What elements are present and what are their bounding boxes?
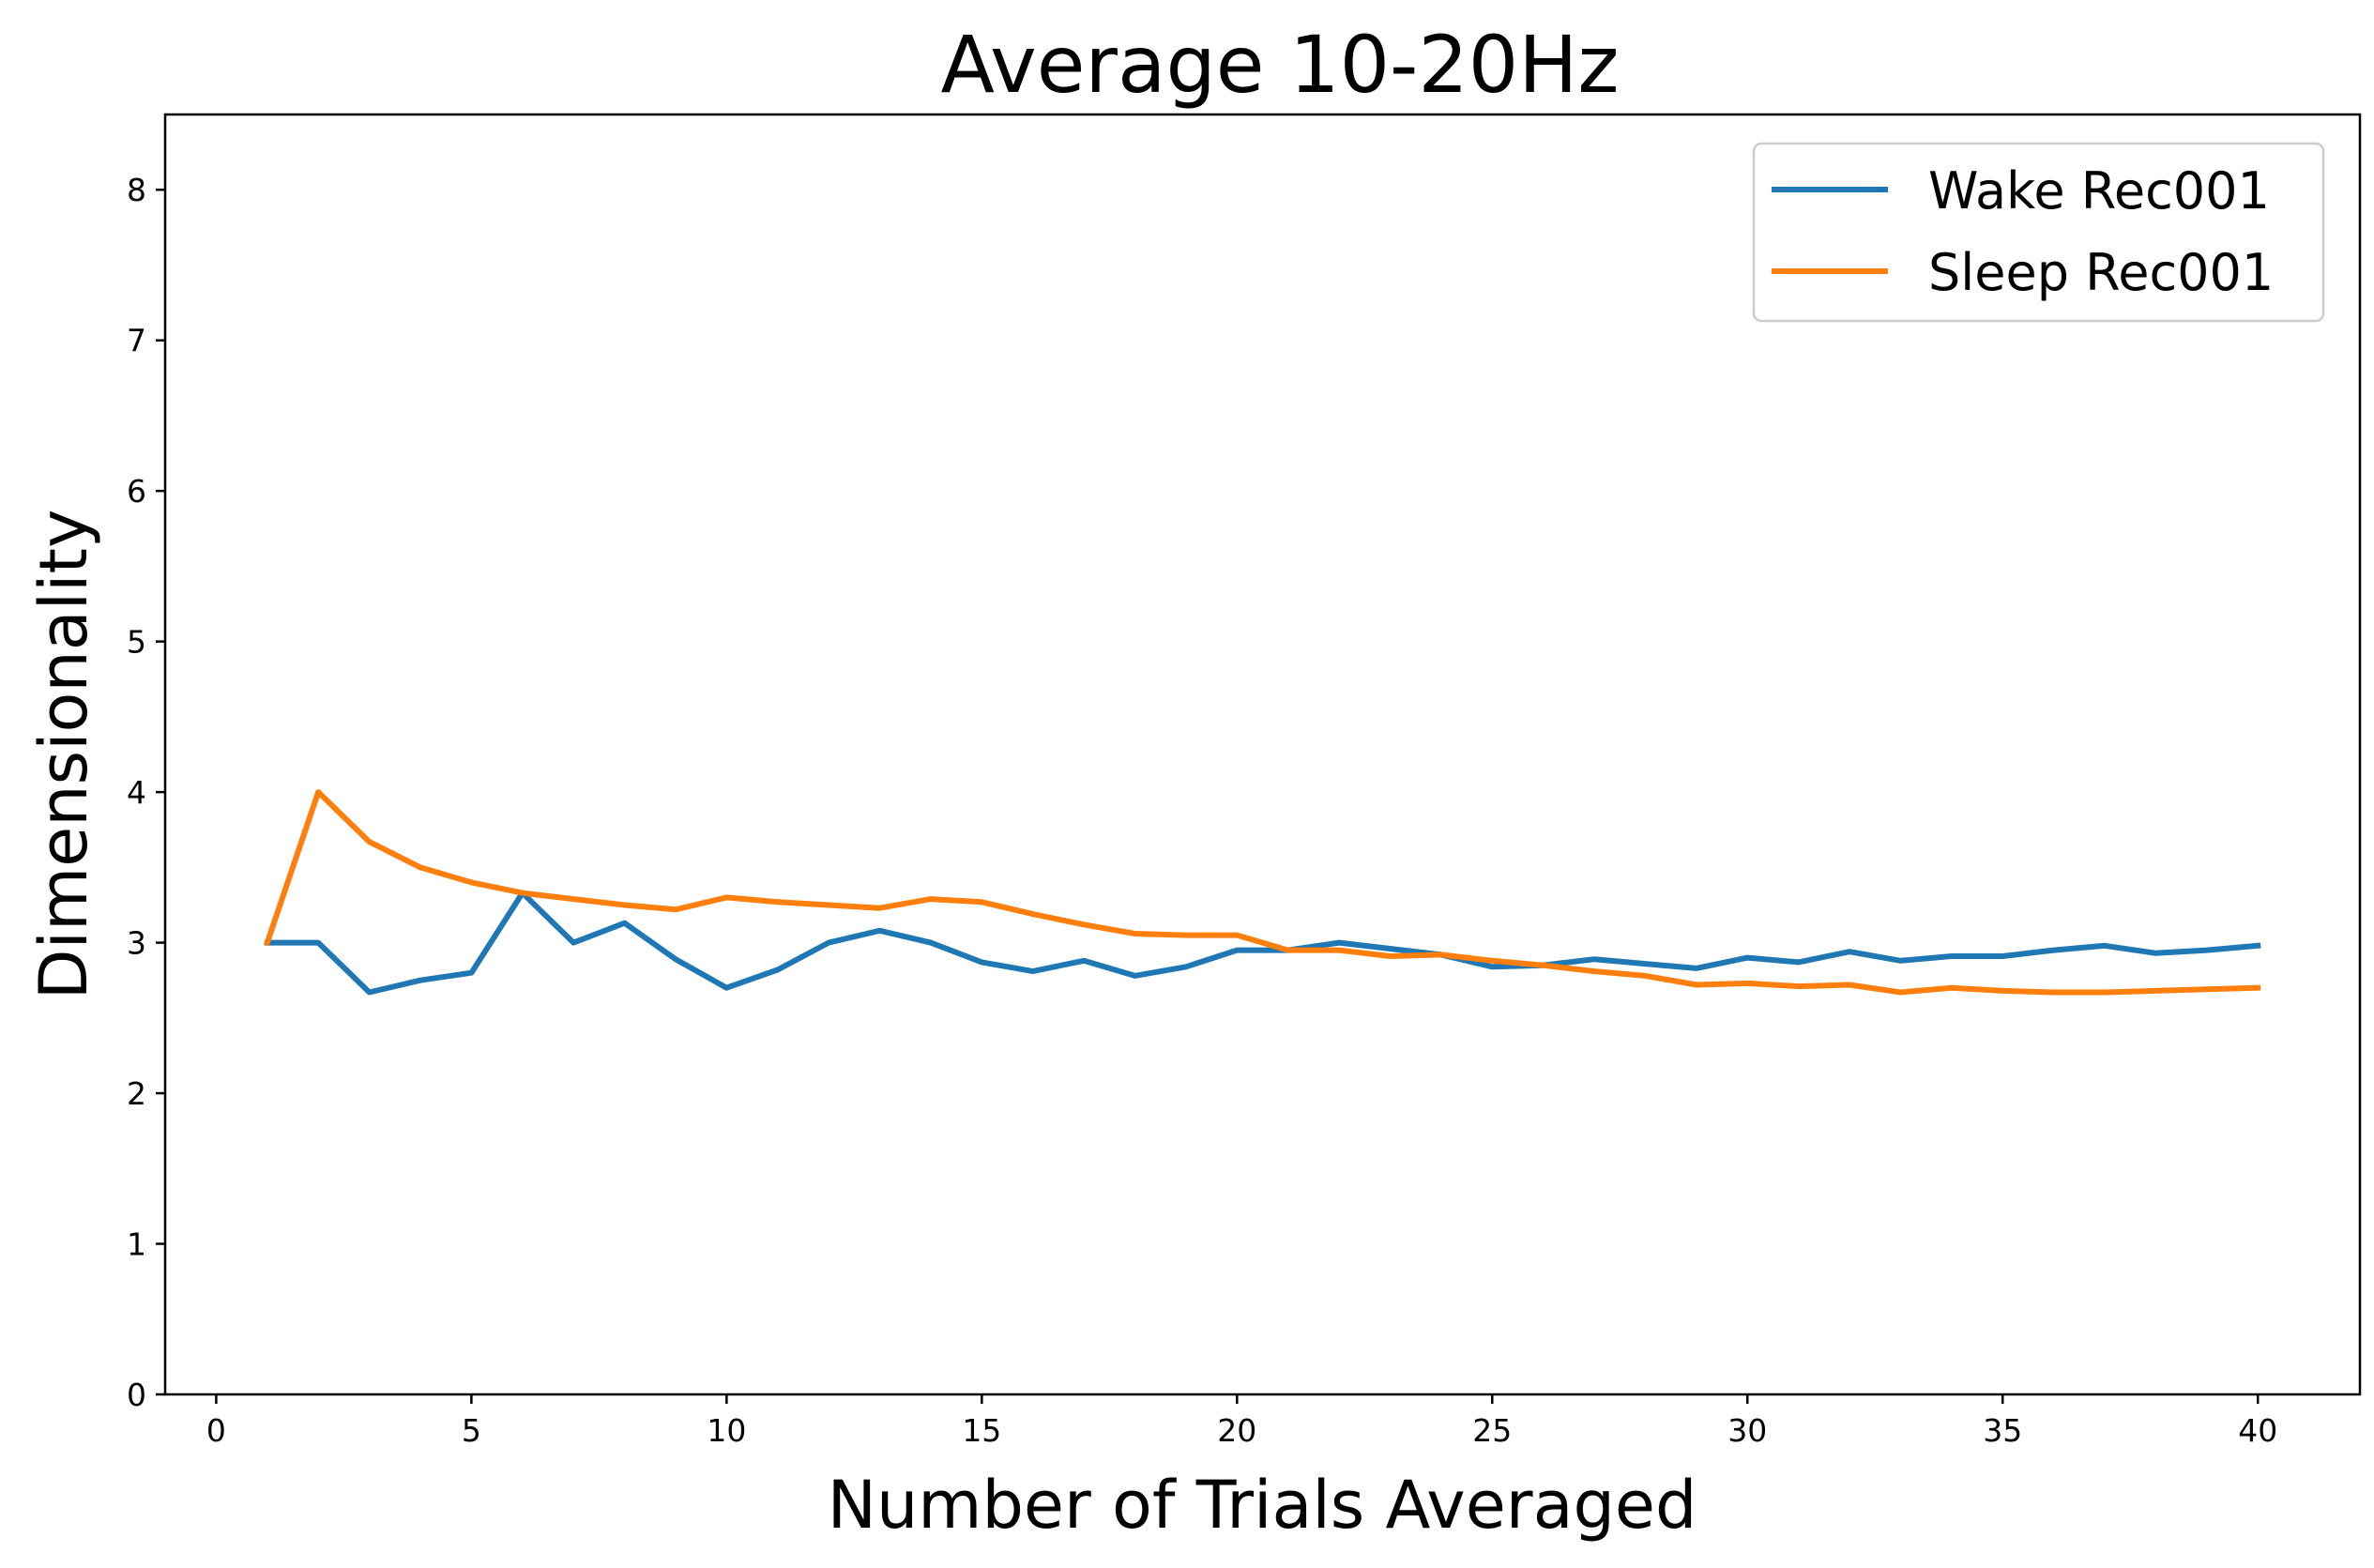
x-tick-label: 20 (1217, 1412, 1256, 1449)
y-tick-label: 4 (127, 774, 146, 811)
x-tick-label: 0 (206, 1412, 226, 1449)
y-axis-label: Dimensionality (25, 510, 102, 1000)
plot-frame (163, 113, 2362, 1396)
x-tick-label: 15 (962, 1412, 1001, 1449)
x-tick-label: 10 (707, 1412, 746, 1449)
legend-label-sleep: Sleep Rec001 (1928, 243, 2274, 302)
y-tick-label: 1 (127, 1226, 146, 1263)
y-tick-label: 6 (127, 473, 146, 510)
series-line-wake (264, 890, 2261, 996)
legend-box (1752, 142, 2325, 323)
x-axis: 0 5 10 15 20 25 30 35 40 (206, 1394, 2277, 1449)
x-tick-label: 25 (1472, 1412, 1512, 1449)
y-tick-label: 2 (127, 1075, 146, 1112)
legend-label-wake: Wake Rec001 (1928, 161, 2270, 221)
x-tick-label: 40 (2238, 1412, 2277, 1449)
x-tick-label: 5 (462, 1412, 481, 1449)
y-tick-label: 5 (127, 624, 146, 661)
y-tick-label: 0 (127, 1377, 146, 1413)
x-axis-label: Number of Trials Averaged (828, 1467, 1697, 1544)
x-tick-label: 30 (1727, 1412, 1767, 1449)
x-tick-label: 35 (1983, 1412, 2022, 1449)
chart-title: Average 10-20Hz (941, 19, 1620, 111)
y-tick-label: 8 (127, 172, 146, 208)
y-axis: 0 1 2 3 4 5 6 7 8 (127, 172, 165, 1413)
series-line-sleep (263, 789, 2261, 996)
y-tick-label: 3 (127, 925, 146, 962)
series-lines (263, 789, 2261, 996)
plot-area (165, 114, 2360, 1394)
legend: Wake Rec001 Sleep Rec001 (1752, 142, 2325, 323)
y-tick-label: 7 (127, 323, 146, 359)
